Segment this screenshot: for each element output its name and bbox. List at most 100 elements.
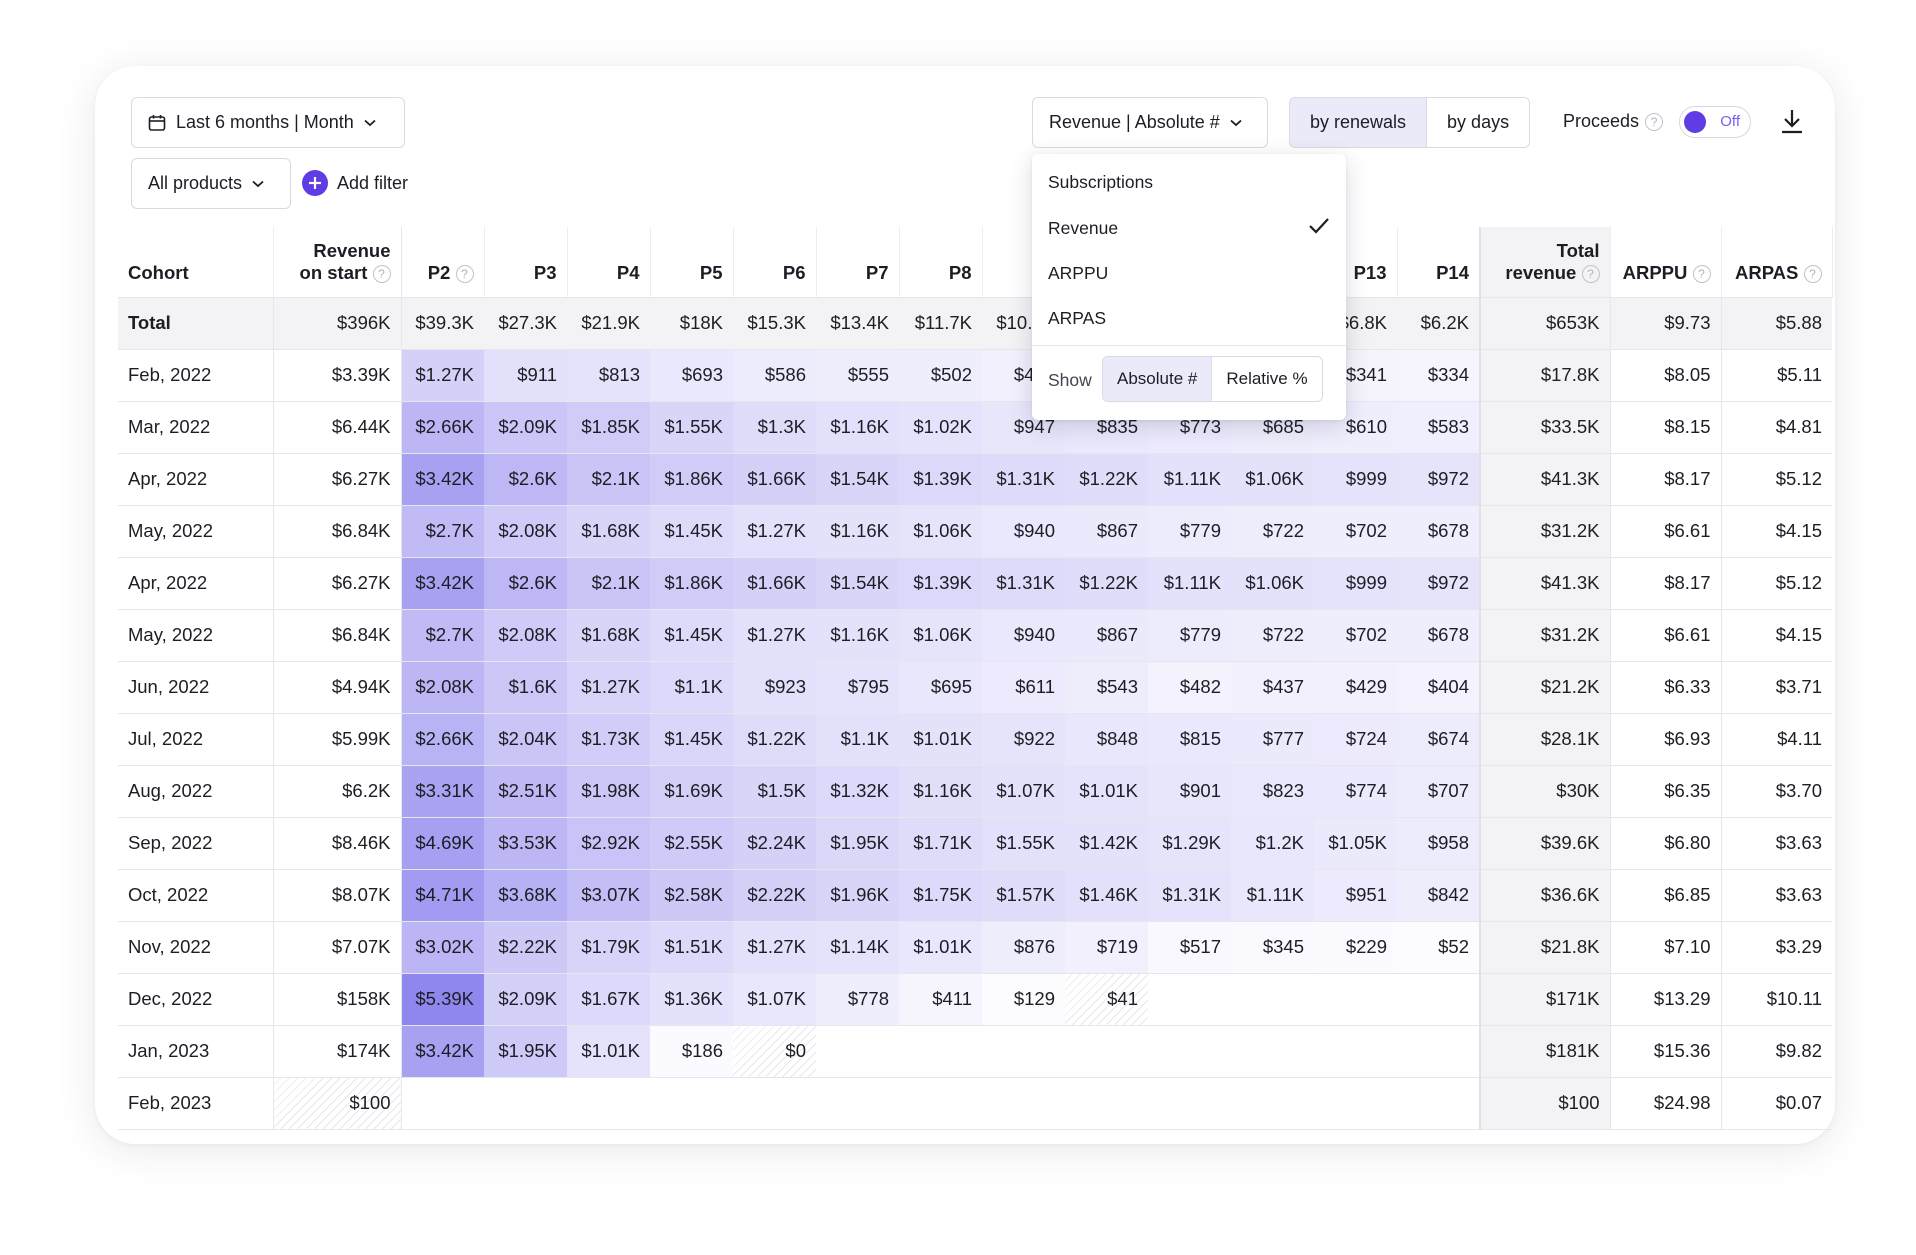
period-cell (484, 1077, 567, 1130)
period-cell: $1.01K (567, 1025, 650, 1078)
period-cell: $3.42K (401, 557, 484, 610)
period-cell: $1.45K (650, 505, 733, 558)
period-cell: $1.71K (899, 817, 982, 870)
period-cell: $2.1K (567, 453, 650, 506)
arppu-cell: $13.29 (1609, 973, 1721, 1026)
period-cell: $719 (1065, 921, 1148, 974)
arppu-cell: $8.17 (1609, 557, 1721, 610)
add-filter-button[interactable]: Add filter (301, 169, 408, 197)
period-cell: $1.16K (816, 609, 899, 662)
calendar-icon (148, 114, 166, 131)
period-cell: $1.57K (982, 869, 1065, 922)
period-cell: $674 (1397, 713, 1480, 766)
period-cell: $1.22K (733, 713, 816, 766)
table-row: May, 2022 $6.84K $2.7K $2.08K $1.68K $1.45K $1… (118, 505, 1832, 558)
period-cell: $923 (733, 661, 816, 714)
menu-item-subscriptions[interactable]: Subscriptions (1048, 172, 1154, 192)
revenue-on-start-cell: $6.27K (273, 557, 402, 610)
by-renewals-option[interactable]: by renewals (1290, 98, 1427, 147)
period-cell: $1.1K (816, 713, 899, 766)
period-cell: $1.55K (650, 401, 733, 454)
period-cell (982, 1077, 1065, 1130)
period-cell: $1.14K (816, 921, 899, 974)
chevron-down-icon (1230, 119, 1242, 126)
period-cell (1397, 1025, 1480, 1078)
arppu-cell: $8.15 (1609, 401, 1721, 454)
period-cell: $2.04K (484, 713, 567, 766)
total-revenue-cell: $41.3K (1479, 557, 1610, 610)
help-icon[interactable]: ? (1645, 112, 1664, 131)
absolute-option[interactable]: Absolute # (1103, 357, 1212, 401)
period-cell: $229 (1314, 921, 1397, 974)
period-cell: $18K (650, 297, 733, 350)
header-line: revenue (1505, 262, 1577, 284)
period-cell (650, 1077, 733, 1130)
total-revenue-cell: $31.2K (1479, 609, 1610, 662)
menu-item-arpas[interactable]: ARPAS (1048, 308, 1107, 328)
period-cell: $1.22K (1065, 453, 1148, 506)
revenue-on-start-cell: $8.07K (273, 869, 402, 922)
period-cell: $4.71K (401, 869, 484, 922)
period-header: P2 ? (401, 227, 485, 298)
relative-option[interactable]: Relative % (1211, 357, 1322, 401)
help-icon[interactable]: ? (1692, 265, 1711, 284)
arpas-cell: $3.63 (1720, 869, 1832, 922)
period-cell: $2.55K (650, 817, 733, 870)
period-cell: $1.2K (1231, 817, 1314, 870)
period-cell: $947 (982, 401, 1065, 454)
arppu-cell: $6.35 (1609, 765, 1721, 818)
total-revenue-cell: $30K (1479, 765, 1610, 818)
by-days-option[interactable]: by days (1426, 98, 1530, 147)
period-cell: $2.66K (401, 713, 484, 766)
period-header: P8 (899, 227, 983, 298)
period-cell: $27.3K (484, 297, 567, 350)
arpas-cell: $4.11 (1720, 713, 1832, 766)
help-icon[interactable]: ? (1581, 265, 1600, 284)
metric-select[interactable]: Revenue | Absolute # (1032, 97, 1268, 148)
proceeds-toggle[interactable]: Off (1679, 106, 1751, 138)
arpas-cell: $4.81 (1720, 401, 1832, 454)
menu-item-revenue[interactable]: Revenue (1048, 218, 1119, 238)
period-cell: $611 (982, 661, 1065, 714)
date-range-button[interactable]: Last 6 months | Month (131, 97, 405, 148)
help-icon[interactable]: ? (372, 265, 391, 284)
arpas-cell: $5.12 (1720, 453, 1832, 506)
revenue-on-start-cell: $8.46K (273, 817, 402, 870)
period-cell: $722 (1231, 609, 1314, 662)
menu-item-arppu[interactable]: ARPPU (1048, 263, 1109, 283)
total-revenue-cell: $33.5K (1479, 401, 1610, 454)
metric-select-label: Revenue | Absolute # (1049, 112, 1220, 132)
help-icon[interactable]: ? (1803, 265, 1822, 284)
period-cell: $2.22K (484, 921, 567, 974)
arppu-cell: $8.17 (1609, 453, 1721, 506)
period-cell (733, 1077, 816, 1130)
help-icon[interactable]: ? (455, 265, 474, 284)
period-cell: $2.22K (733, 869, 816, 922)
products-filter-button[interactable]: All products (131, 158, 291, 209)
period-cell: $15.3K (733, 297, 816, 350)
period-cell: $940 (982, 609, 1065, 662)
revenue-on-start-cell: $4.94K (273, 661, 402, 714)
period-cell: $876 (982, 921, 1065, 974)
period-cell: $1.06K (899, 505, 982, 558)
cohort-label: Jan, 2023 (118, 1025, 274, 1078)
period-cell: $777 (1231, 713, 1314, 766)
period-cell: $411 (899, 973, 982, 1026)
total-revenue-cell: $100 (1479, 1077, 1610, 1130)
period-cell: $1.68K (567, 609, 650, 662)
period-cell: $1.07K (733, 973, 816, 1026)
period-cell: $1.6K (484, 661, 567, 714)
arppu-cell: $8.05 (1609, 349, 1721, 402)
cohort-label: Aug, 2022 (118, 765, 274, 818)
period-cell: $502 (899, 349, 982, 402)
period-cell: $2.09K (484, 401, 567, 454)
period-cell: $1.06K (1231, 557, 1314, 610)
period-cell: $2.08K (484, 609, 567, 662)
period-cell: $1.11K (1148, 557, 1231, 610)
download-icon[interactable] (1780, 108, 1804, 134)
period-cell (1397, 1077, 1480, 1130)
period-cell: $1.01K (899, 921, 982, 974)
arppu-cell: $7.10 (1609, 921, 1721, 974)
period-cell: $1.01K (899, 713, 982, 766)
arppu-cell: $6.61 (1609, 609, 1721, 662)
